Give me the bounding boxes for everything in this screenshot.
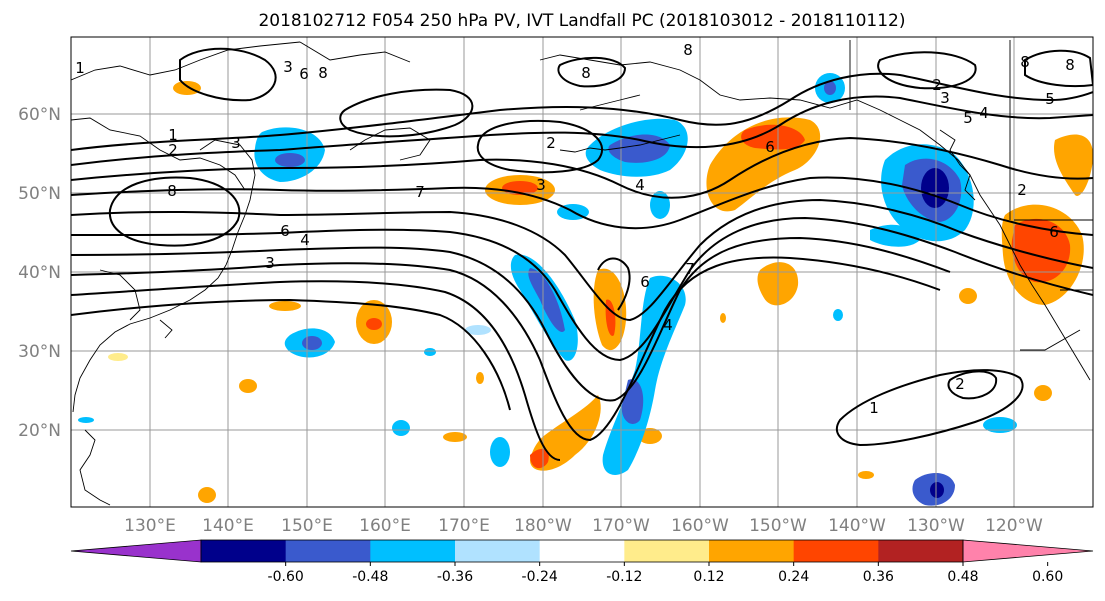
colorbar: -0.60 -0.48 -0.36 -0.24 -0.12 0.12 0.24 0.36 0.4… [70, 539, 1094, 585]
contour-label: 4 [979, 104, 989, 122]
colorbar-segment [370, 540, 456, 562]
colorbar-segment [878, 540, 964, 562]
contour-label: 6 [640, 273, 650, 291]
lon-label: 140°E [202, 516, 254, 536]
lat-label: 30°N [18, 342, 61, 362]
contour-label: 7 [415, 183, 425, 201]
colorbar-segment [201, 540, 287, 562]
lon-label: 170°E [438, 516, 490, 536]
contour-label: 3 [940, 89, 950, 107]
contour-label: 8 [1065, 56, 1075, 74]
lon-label: 120°W [985, 516, 1043, 536]
colorbar-segment [793, 540, 879, 562]
contour-label: 3 [265, 254, 275, 272]
contour-label: 6 [280, 222, 290, 240]
contour-label: 4 [635, 176, 645, 194]
colorbar-segment [285, 540, 371, 562]
colorbar-tick-label: -0.12 [606, 569, 642, 585]
colorbar-frame [200, 539, 964, 563]
lat-label: 40°N [18, 263, 61, 283]
lat-lon-grid [71, 37, 1093, 507]
colorbar-segment [624, 540, 710, 562]
lon-label: 150°W [749, 516, 807, 536]
contour-label: 3 [536, 176, 546, 194]
contour-label: 2 [955, 375, 965, 393]
contour-label: 1 [168, 126, 178, 144]
contour-label: 2 [168, 141, 178, 159]
contour-label: 4 [663, 316, 673, 334]
colorbar-extend-low [70, 539, 202, 563]
contour-label: 7 [685, 260, 695, 278]
lon-label: 170°W [592, 516, 650, 536]
map-title: 2018102712 F054 250 hPa PV, IVT Landfall… [258, 11, 905, 31]
pv-contours [71, 47, 1093, 461]
contour-label: 8 [318, 64, 328, 82]
contour-label: 6 [1049, 223, 1059, 241]
contour-label: 2 [546, 134, 556, 152]
map-frame [70, 36, 1094, 508]
longitude-labels: 130°E 140°E 150°E 160°E 170°E 180°W 170°… [124, 516, 1043, 536]
contour-label: 8 [581, 64, 591, 82]
colorbar-extend-high [962, 539, 1094, 563]
colorbar-segment [455, 540, 541, 562]
lon-label: 160°W [671, 516, 729, 536]
colorbar-tick-label: 0.48 [947, 569, 978, 585]
lon-label: 130°E [124, 516, 176, 536]
colorbar-segment [539, 540, 625, 562]
contour-label: 6 [299, 65, 309, 83]
positive-anomaly-regions [108, 81, 1093, 503]
contour-label: 8 [167, 182, 177, 200]
colorbar-tick-label: 0.36 [863, 569, 894, 585]
lat-label: 60°N [18, 105, 61, 125]
latitude-labels: 60°N 50°N 40°N 30°N 20°N [18, 105, 61, 441]
contour-label: 8 [683, 41, 693, 59]
lon-label: 180°W [514, 516, 572, 536]
contour-label: 3 [231, 134, 241, 152]
colorbar-tick-label: 0.60 [1032, 569, 1063, 585]
contour-labels: 1 2 3 8 3 4 6 7 2 3 4 6 7 4 8 8 6 2 3 5 … [75, 41, 1075, 417]
contour-label: 2 [1017, 181, 1027, 199]
contour-label: 4 [300, 231, 310, 249]
contour-label: 6 [765, 138, 775, 156]
lon-label: 140°W [828, 516, 886, 536]
colorbar-tick-label: 0.24 [778, 569, 809, 585]
contour-label: 2 [932, 76, 942, 94]
contour-label: 5 [963, 109, 973, 127]
contour-label: 8 [1020, 53, 1030, 71]
lon-label: 150°E [281, 516, 333, 536]
lon-label: 160°E [359, 516, 411, 536]
lat-label: 20°N [18, 421, 61, 441]
colorbar-tick-label: -0.24 [522, 569, 558, 585]
lat-label: 50°N [18, 184, 61, 204]
colorbar-tick-label: -0.36 [437, 569, 473, 585]
contour-label: 1 [75, 59, 85, 77]
colorbar-tick-label: -0.48 [352, 569, 388, 585]
contour-label: 5 [1045, 90, 1055, 108]
colorbar-tick-label: -0.60 [268, 569, 304, 585]
contour-label: 1 [869, 399, 879, 417]
lon-label: 130°W [907, 516, 965, 536]
contour-label: 3 [283, 58, 293, 76]
map-panel: 1 2 3 8 3 4 6 7 2 3 4 6 7 4 8 8 6 2 3 5 … [71, 37, 1093, 507]
colorbar-segment [709, 540, 795, 562]
colorbar-tick-label: 0.12 [693, 569, 724, 585]
